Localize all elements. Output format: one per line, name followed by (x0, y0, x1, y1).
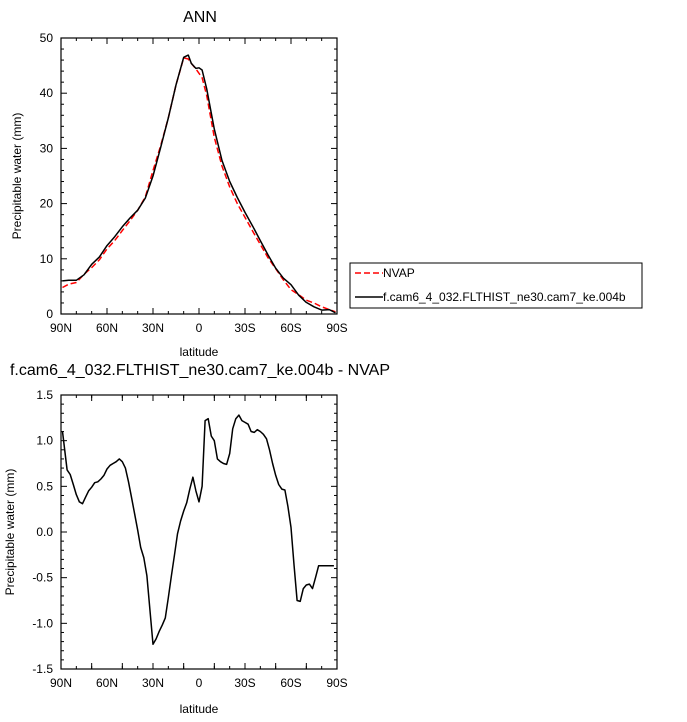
top-x-axis-label: latitude (180, 345, 219, 359)
bottom-chart-title: f.cam6_4_032.FLTHIST_ne30.cam7_ke.004b -… (10, 362, 390, 379)
legend: NVAP f.cam6_4_032.FLTHIST_ne30.cam7_ke.0… (349, 262, 643, 309)
bottom-x-axis-label: latitude (180, 702, 219, 716)
top-x-tick-label: 60S (280, 321, 301, 335)
bottom-y-tick-label: 0.0 (36, 525, 53, 539)
bottom-panel: f.cam6_4_032.FLTHIST_ne30.cam7_ke.004b -… (3, 362, 390, 716)
top-panel: ANN 90N 60N 30N 0 30S 60S 90S 0 10 20 30 40 50 latit… (10, 9, 348, 359)
top-series-group (62, 54, 336, 314)
top-y-tick-label: 30 (40, 141, 54, 155)
top-y-tick-label: 0 (46, 307, 53, 321)
bottom-y-tick-label: -1.0 (32, 616, 53, 630)
legend-label-model: f.cam6_4_032.FLTHIST_ne30.cam7_ke.004b (383, 290, 626, 304)
bottom-y-tick-label: 1.5 (36, 388, 53, 402)
bottom-series-group (61, 414, 334, 646)
top-series-line-0 (62, 57, 336, 313)
bottom-x-tick-label: 90S (326, 676, 347, 690)
top-ticks: 90N 60N 30N 0 30S 60S 90S 0 10 20 30 40 50 (40, 31, 348, 335)
bottom-y-tick-label: 1.0 (36, 434, 53, 448)
top-plot-frame (60, 37, 338, 315)
top-x-tick-label: 90N (50, 321, 72, 335)
top-y-tick-label: 10 (40, 252, 54, 266)
bottom-ticks: 90N 60N 30N 0 30S 60S 90S -1.5 -1.0 -0.5 0.0 0.5 1.0… (32, 388, 347, 690)
top-y-tick-label: 50 (40, 31, 54, 45)
top-x-tick-label: 90S (326, 321, 347, 335)
top-series-line-1 (62, 54, 336, 314)
legend-label-nvap: NVAP (383, 266, 415, 280)
top-x-tick-label: 30S (234, 321, 255, 335)
bottom-y-tick-label: -1.5 (32, 662, 53, 676)
bottom-x-tick-label: 90N (50, 676, 72, 690)
bottom-y-tick-label: 0.5 (36, 479, 53, 493)
bottom-y-axis-label: Precipitable water (mm) (3, 469, 17, 596)
bottom-y-tick-label: -0.5 (32, 571, 53, 585)
top-y-axis-label: Precipitable water (mm) (10, 113, 24, 240)
bottom-x-tick-label: 60S (280, 676, 301, 690)
legend-box (349, 262, 643, 309)
bottom-x-tick-label: 30N (142, 676, 164, 690)
top-y-tick-label: 20 (40, 197, 54, 211)
top-x-tick-label: 0 (196, 321, 203, 335)
top-y-tick-label: 40 (40, 86, 54, 100)
bottom-x-tick-label: 30S (234, 676, 255, 690)
bottom-series-line-0 (61, 414, 334, 646)
bottom-plot-frame (60, 394, 338, 670)
top-x-tick-label: 60N (96, 321, 118, 335)
top-x-tick-label: 30N (142, 321, 164, 335)
bottom-x-tick-label: 0 (196, 676, 203, 690)
bottom-x-tick-label: 60N (96, 676, 118, 690)
top-chart-title: ANN (183, 9, 217, 26)
